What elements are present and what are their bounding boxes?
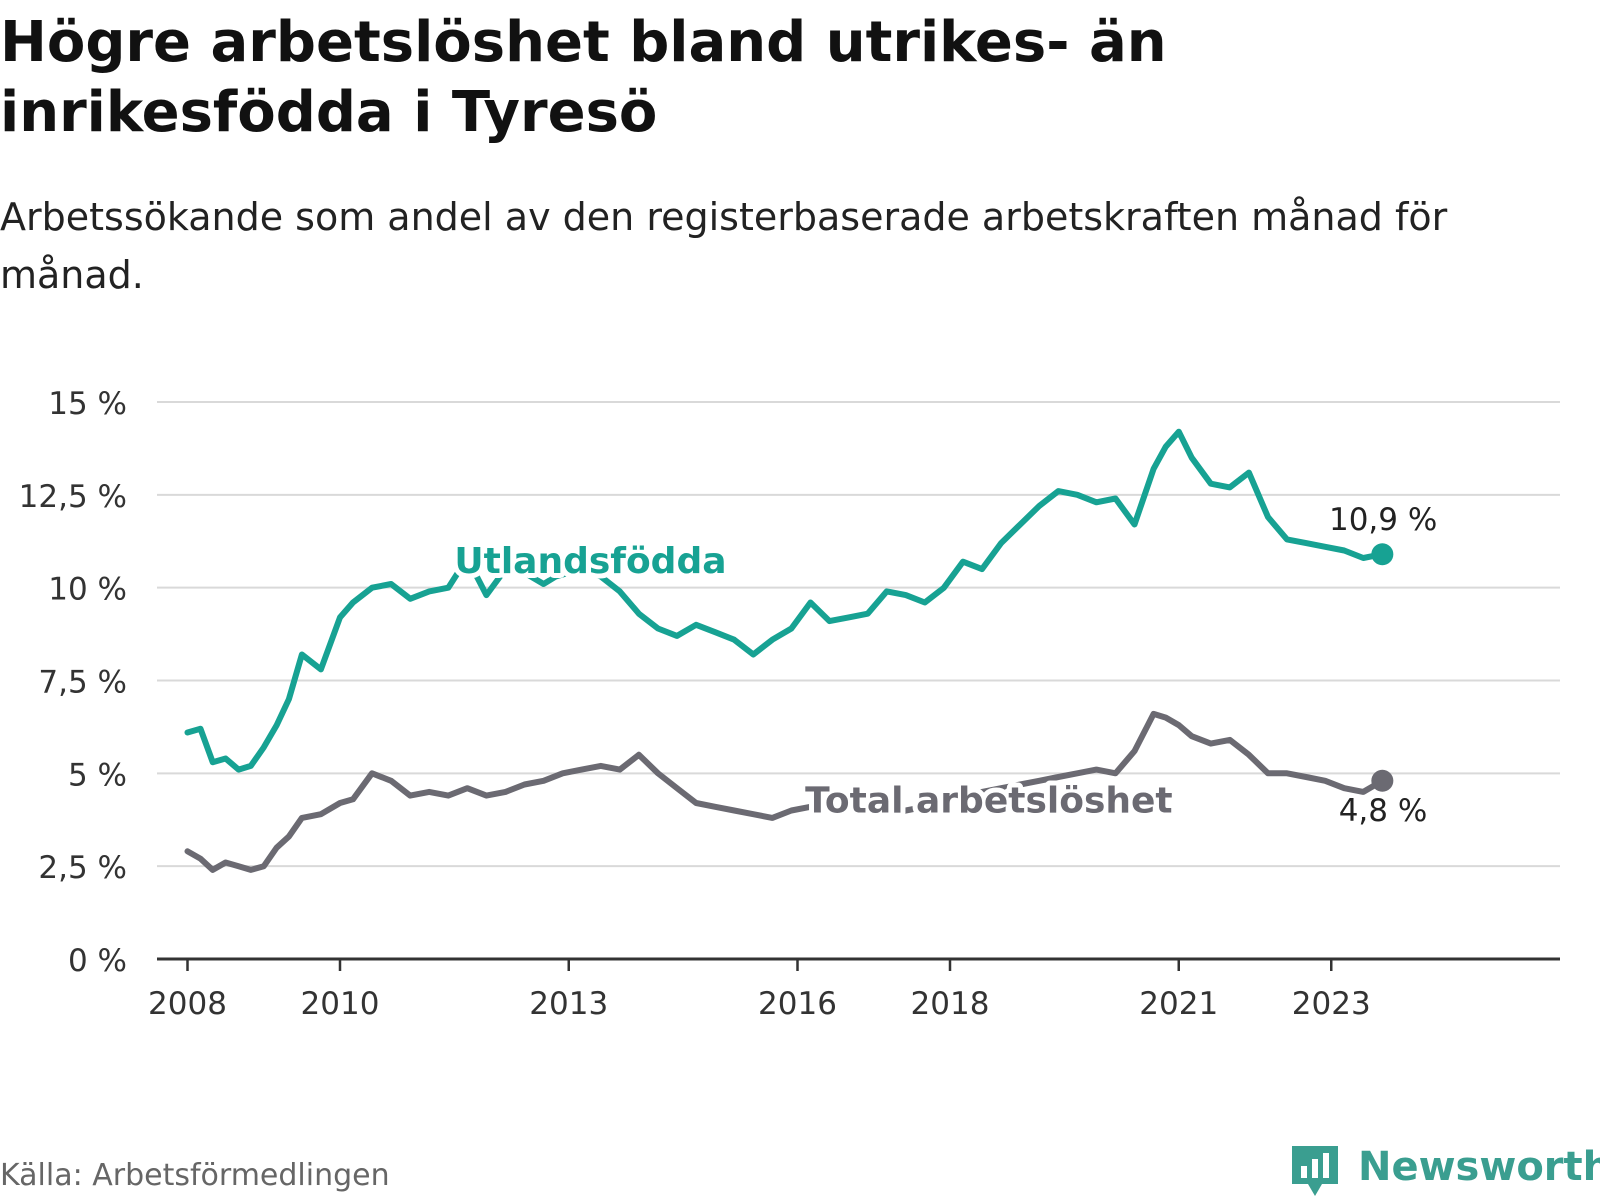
y-tick-label: 0 % xyxy=(68,943,127,979)
end-point-marker xyxy=(1371,543,1394,566)
end-point-marker xyxy=(1371,769,1394,792)
y-tick-label: 12,5 % xyxy=(19,479,127,515)
newsworthy-logo-icon xyxy=(1292,1146,1338,1196)
chart-subtitle: Arbetssökande som andel av den registerb… xyxy=(0,195,1448,297)
y-tick-label: 5 % xyxy=(68,757,127,793)
x-tick-label: 2023 xyxy=(1292,986,1371,1022)
brand-name: Newsworthy xyxy=(1358,1144,1600,1190)
chart-title: Högre arbetslöshet bland utrikes- än inr… xyxy=(0,10,1167,145)
grid-lines xyxy=(157,401,1560,868)
series-label-foreign-born: Utlandsfödda xyxy=(454,541,726,582)
series-line-foreign-born xyxy=(184,428,1386,773)
y-tick-label: 15 % xyxy=(48,386,127,422)
end-value-total: 4,8 % xyxy=(1339,793,1428,829)
line-chart: 0 %2,5 %5 %7,5 %10 %12,5 %15 % 2008 2010 2… xyxy=(19,386,1560,1022)
x-tick-label: 2021 xyxy=(1139,986,1218,1022)
series-lines xyxy=(184,428,1394,873)
x-axis: 2008 2010 2013 2016 2018 2021 2023 xyxy=(148,957,1560,1022)
series-line-total xyxy=(184,710,1386,873)
x-tick-label: 2016 xyxy=(758,986,837,1022)
x-tick-label: 2013 xyxy=(529,986,608,1022)
source-note: Källa: Arbetsförmedlingen xyxy=(0,1158,390,1193)
series-labels: Utlandsfödda Total arbetslöshet 10,9 % 4,8 … xyxy=(449,502,1437,829)
series-label-total: Total arbetslöshet xyxy=(805,780,1173,821)
y-tick-label: 2,5 % xyxy=(38,850,127,886)
x-tick-label: 2018 xyxy=(911,986,990,1022)
x-tick-label: 2008 xyxy=(148,986,227,1022)
x-tick-label: 2010 xyxy=(301,986,380,1022)
y-axis-ticks: 0 % 2,5 % 5 % 7,5 % 10 % 12,5 % 15 % xyxy=(19,386,127,979)
y-tick-label: 10 % xyxy=(48,572,127,608)
y-tick-label: 7,5 % xyxy=(38,665,127,701)
end-value-foreign-born: 10,9 % xyxy=(1329,502,1437,538)
